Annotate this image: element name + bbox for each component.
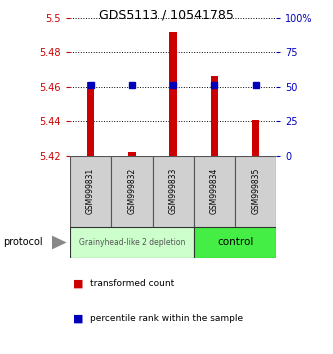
Text: Grainyhead-like 2 depletion: Grainyhead-like 2 depletion [79, 238, 185, 247]
Bar [70, 227, 194, 258]
Text: GSM999832: GSM999832 [127, 168, 137, 214]
Text: GSM999833: GSM999833 [168, 168, 178, 215]
Bar [70, 156, 111, 227]
Bar [87, 81, 94, 156]
Text: transformed count: transformed count [90, 279, 174, 288]
Bar [252, 120, 259, 156]
Text: ■: ■ [73, 314, 84, 324]
Bar [169, 32, 177, 156]
Text: percentile rank within the sample: percentile rank within the sample [90, 314, 243, 323]
Text: GSM999834: GSM999834 [210, 168, 219, 215]
Bar [194, 227, 276, 258]
Text: GDS5113 / 10541785: GDS5113 / 10541785 [99, 9, 234, 22]
Bar [211, 76, 218, 156]
Bar [194, 156, 235, 227]
Bar [153, 156, 194, 227]
Text: GSM999835: GSM999835 [251, 168, 260, 215]
Text: control: control [217, 238, 253, 247]
Text: ■: ■ [73, 278, 84, 288]
Bar [235, 156, 276, 227]
Bar [111, 156, 153, 227]
Text: protocol: protocol [3, 238, 43, 247]
Polygon shape [52, 235, 67, 250]
Text: GSM999831: GSM999831 [86, 168, 95, 214]
Bar [128, 152, 136, 156]
